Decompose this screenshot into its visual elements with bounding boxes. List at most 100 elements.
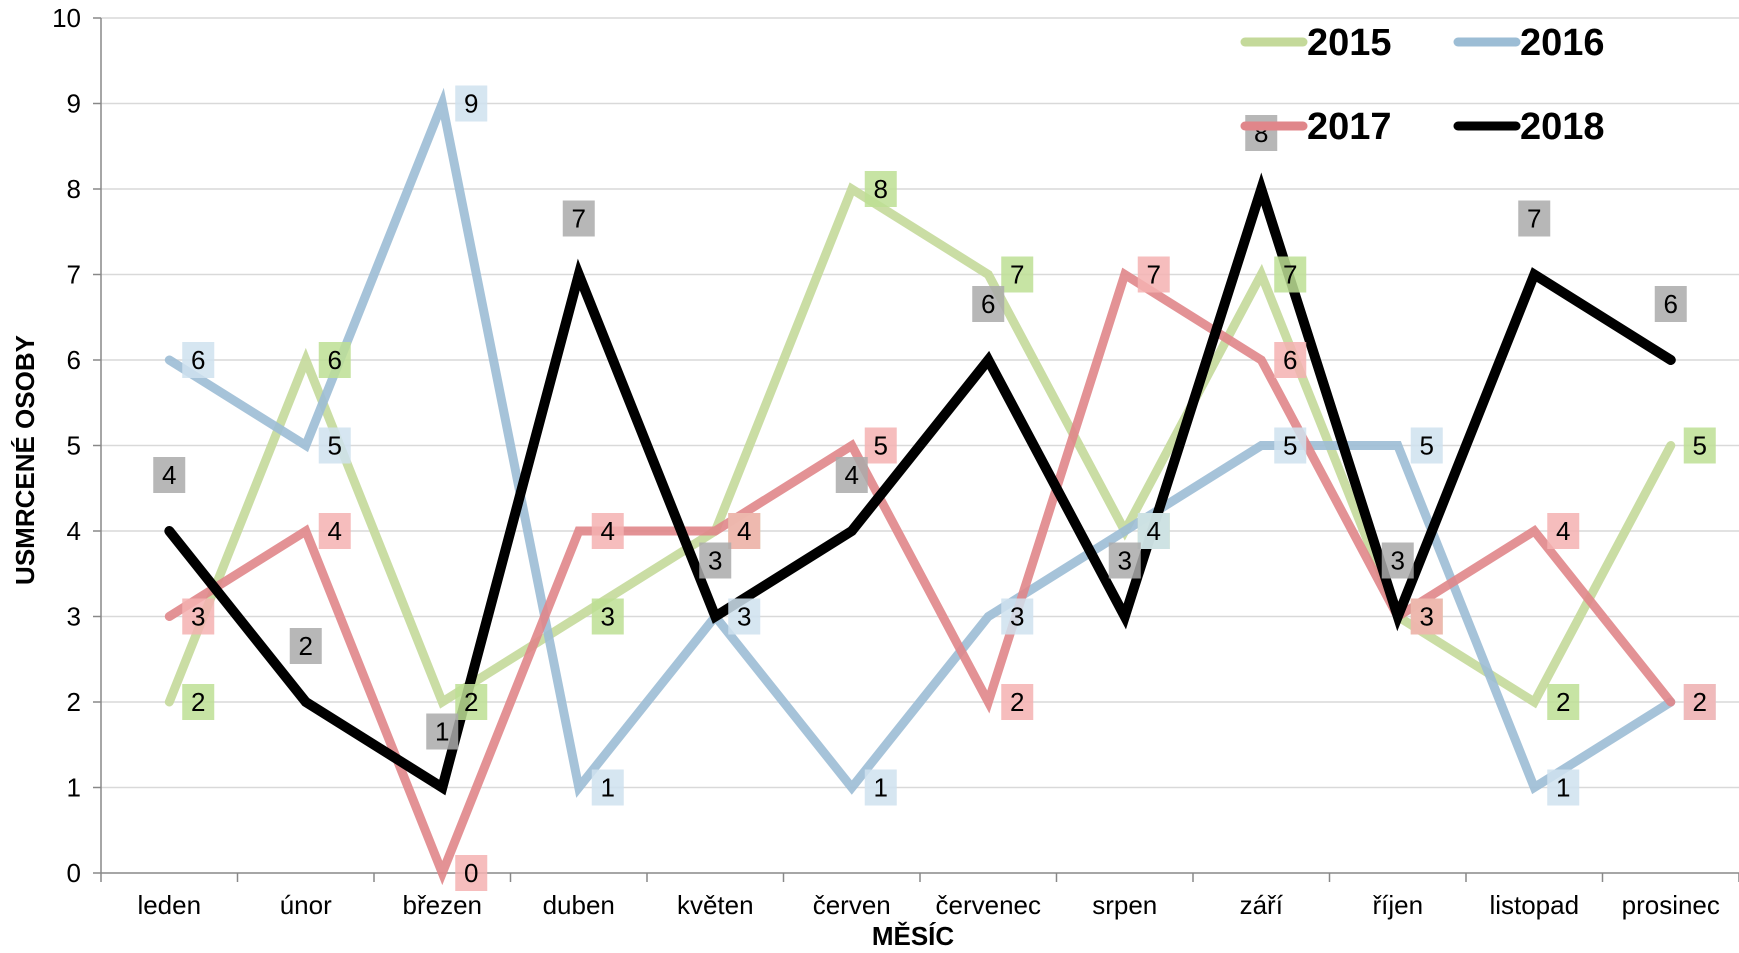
data-label-value: 4: [1556, 516, 1570, 546]
data-label-box: [1001, 256, 1034, 293]
data-label-2017: 5: [864, 427, 897, 464]
data-label-2018: 6: [1654, 286, 1687, 322]
data-label-box: [455, 684, 488, 720]
data-label-box: [318, 513, 351, 549]
y-axis-title: USMRCENÉ OSOBY: [10, 335, 40, 585]
data-label-box: [289, 628, 322, 664]
x-tick-label: červen: [813, 890, 891, 920]
data-label-2016: 1: [591, 769, 624, 806]
data-label-box: [728, 598, 761, 635]
x-tick-label: říjen: [1372, 890, 1423, 920]
x-tick-label: květen: [677, 890, 754, 920]
data-label-box: [182, 342, 215, 378]
data-label-value: 5: [1420, 431, 1434, 461]
data-label-box: [1245, 115, 1278, 151]
data-label-box: [1274, 427, 1307, 464]
data-label-2017: 7: [1137, 256, 1170, 293]
data-label-box: [1410, 598, 1443, 635]
data-label-box: [426, 713, 459, 750]
data-label-box: [699, 542, 732, 579]
data-label-box: [864, 171, 897, 207]
data-label-value: 4: [845, 460, 859, 490]
data-label-value: 4: [162, 460, 176, 490]
y-tick-label: 5: [67, 431, 81, 461]
data-label-box: [972, 286, 1005, 322]
data-label-box: [591, 598, 624, 635]
y-tick-label: 1: [67, 773, 81, 803]
data-label-box: [1108, 542, 1141, 579]
data-label-value: 2: [1693, 687, 1707, 717]
data-label-2018: 3: [1381, 542, 1414, 579]
y-tick-label: 9: [67, 89, 81, 119]
series-line-2018: [164, 172, 1676, 796]
data-label-box: [318, 342, 351, 378]
x-tick-label: leden: [137, 890, 201, 920]
data-label-2017: 4: [1547, 513, 1580, 549]
data-label-value: 4: [1147, 516, 1161, 546]
x-tick-label: prosinec: [1622, 890, 1720, 920]
data-label-value: 5: [328, 431, 342, 461]
data-label-2016: 3: [728, 598, 761, 635]
y-axis-ticks: 0 1 2 3 4 5 6 7 8 9 10: [52, 3, 101, 888]
data-label-box: [1137, 256, 1170, 293]
data-label-2016: 5: [318, 427, 351, 464]
legend-entry-2018: 2018: [1453, 106, 1605, 148]
data-label-value: 2: [299, 631, 313, 661]
data-label-value: 8: [874, 174, 888, 204]
data-label-2017: 0: [455, 855, 488, 891]
legend-label: 2017: [1307, 106, 1392, 148]
data-label-box: [591, 769, 624, 806]
data-label-value: 5: [874, 431, 888, 461]
data-label-box: [1410, 427, 1443, 464]
data-label-box: [1274, 342, 1307, 378]
data-label-2015: 6: [318, 342, 351, 378]
y-tick-label: 2: [67, 687, 81, 717]
data-label-2015: 2: [455, 684, 488, 720]
y-tick-label: 3: [67, 602, 81, 632]
data-label-value: 0: [464, 858, 478, 888]
data-label-value: 7: [1147, 260, 1161, 290]
x-tick-label: září: [1240, 890, 1284, 920]
data-label-2016: 5: [1410, 427, 1443, 464]
data-label-box: [728, 513, 761, 549]
data-label-box: [864, 769, 897, 806]
data-label-value: 3: [191, 602, 205, 632]
data-label-value: 3: [601, 602, 615, 632]
data-label-value: 6: [1664, 289, 1678, 319]
x-tick-label: listopad: [1489, 890, 1579, 920]
data-label-value: 5: [1283, 431, 1297, 461]
legend-entry-2017: 2017: [1240, 106, 1392, 148]
data-label-2015: 8: [864, 171, 897, 207]
data-label-value: 3: [1391, 546, 1405, 576]
data-label-value: 7: [1010, 260, 1024, 290]
data-label-value: 5: [1693, 431, 1707, 461]
y-tick-label: 7: [67, 260, 81, 290]
legend-entry-2016: 2016: [1453, 22, 1605, 64]
data-label-value: 7: [572, 204, 586, 234]
data-label-box: [1654, 286, 1687, 322]
data-label-value: 6: [1283, 345, 1297, 375]
data-label-2018: 6: [972, 286, 1005, 322]
x-tick-label: srpen: [1092, 890, 1157, 920]
data-label-2016: 3: [1001, 598, 1034, 635]
series-line-2016: [164, 87, 1676, 798]
data-label-box: [1518, 200, 1551, 237]
data-label-2017: 3: [182, 598, 215, 635]
data-label-2018: 8: [1245, 115, 1278, 151]
data-label-box: [182, 598, 215, 635]
data-label-box: [153, 457, 186, 493]
data-label-box: [864, 427, 897, 464]
data-label-2015: 7: [1274, 256, 1307, 293]
data-label-box: [318, 427, 351, 464]
data-label-value: 1: [601, 773, 615, 803]
data-label-value: 2: [191, 687, 205, 717]
y-tick-label: 0: [67, 858, 81, 888]
data-label-value: 6: [981, 289, 995, 319]
x-tick-label: březen: [403, 890, 483, 920]
data-label-box: [562, 200, 595, 237]
data-label-box: [1683, 684, 1716, 720]
data-label-2016: 4: [1137, 513, 1170, 549]
data-label-box: [455, 855, 488, 891]
legend-label: 2016: [1520, 22, 1605, 64]
